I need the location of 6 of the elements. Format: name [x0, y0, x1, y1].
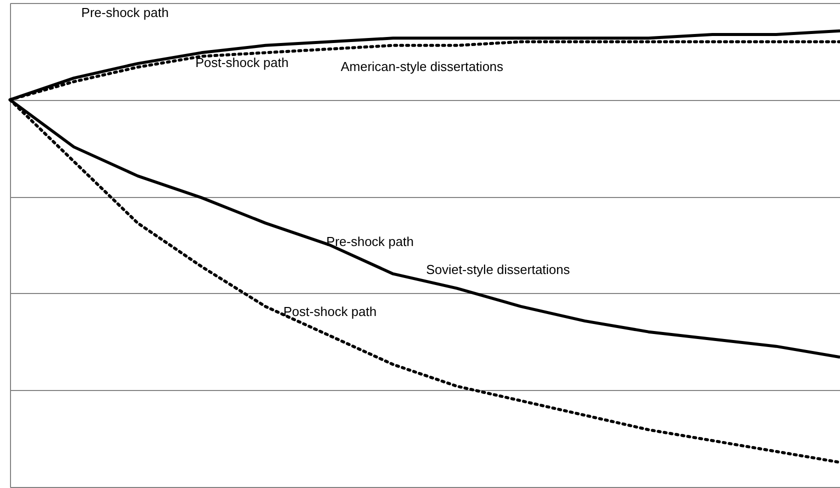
annotation: American-style dissertations	[340, 59, 504, 74]
text: Pre-shock path	[81, 5, 169, 20]
series-label: Post-shock path	[283, 304, 377, 319]
annotation: Soviet-style dissertations	[426, 262, 570, 277]
series-label: Post-shock path	[195, 55, 289, 70]
series-label: Pre-shock path	[326, 234, 414, 249]
